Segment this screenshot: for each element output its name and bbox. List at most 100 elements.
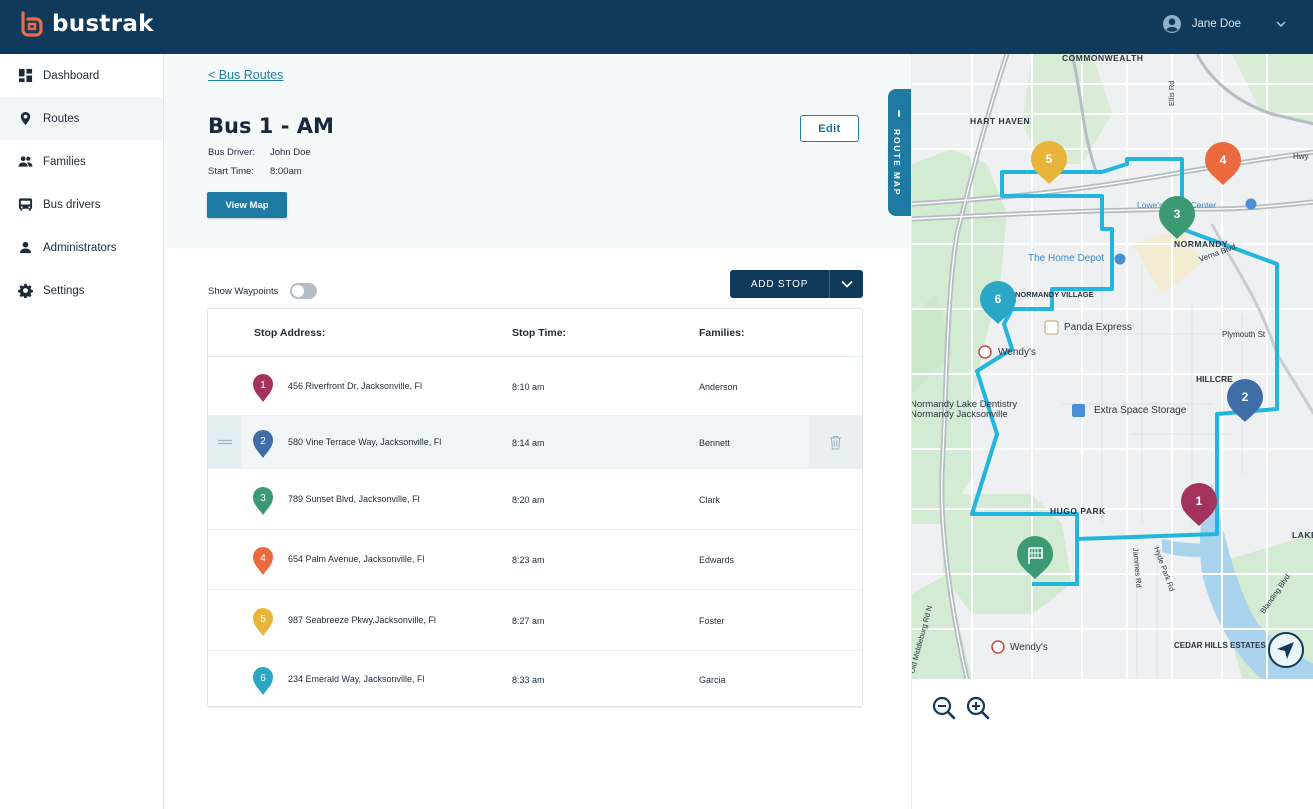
start-marker[interactable] — [1017, 536, 1053, 579]
location-pin-icon — [20, 111, 31, 126]
map-label: The Home Depot — [1028, 253, 1104, 264]
gear-icon — [18, 283, 33, 298]
stop-marker-icon: 3 — [253, 486, 273, 515]
map-stop-number: 5 — [1046, 152, 1053, 166]
drag-handle-icon[interactable] — [208, 416, 241, 468]
poi-icons — [978, 198, 1257, 654]
dashboard-icon — [18, 68, 33, 83]
map-label: CEDAR HILLS ESTATES — [1174, 641, 1266, 650]
map-stop-marker[interactable]: 6 — [980, 281, 1016, 324]
view-map-button[interactable]: View Map — [207, 192, 287, 218]
map-stop-marker[interactable]: 4 — [1205, 142, 1241, 185]
show-waypoints-toggle[interactable] — [290, 283, 318, 299]
navigation-arrow-icon — [1277, 642, 1294, 659]
sidebar-item-families[interactable]: Families — [0, 140, 163, 183]
route-line-start-segment — [1032, 539, 1079, 586]
person-icon — [19, 241, 32, 254]
map-stop-number: 2 — [1242, 390, 1249, 404]
stop-families: Edwards — [699, 555, 735, 565]
user-menu[interactable]: Jane Doe — [1162, 14, 1287, 34]
sidebar-item-label: Bus drivers — [43, 198, 101, 211]
stop-marker-icon: 4 — [253, 547, 273, 575]
zoom-out-button[interactable] — [931, 695, 957, 721]
table-row[interactable]: 5 987 Seabreeze Pkwy,Jacksonville, Fl 8:27… — [208, 590, 862, 651]
drag-handle-icon-glyph — [217, 439, 232, 445]
map-canvas[interactable]: COMMONWEALTH HART HAVEN NORMANDY Lowe's … — [912, 54, 1313, 679]
stops-table: Stop Address: Stop Time: Families: 1 456 … — [207, 308, 863, 708]
map-label: Wendy's — [1010, 642, 1048, 653]
table-header: Stop Address: Stop Time: Families: — [208, 309, 862, 357]
table-row[interactable]: 4 654 Palm Avenue, Jacksonville, Fl 8:23 a… — [208, 530, 862, 590]
route-map[interactable]: COMMONWEALTH HART HAVEN NORMANDY Lowe's … — [912, 54, 1313, 679]
map-stop-number: 1 — [1196, 494, 1203, 508]
map-label: HILLCRE — [1196, 374, 1233, 384]
map-stop-marker[interactable]: 1 — [1181, 483, 1217, 526]
sidebar-item-label: Routes — [43, 112, 80, 125]
stop-number: 5 — [260, 614, 266, 625]
route-map-tab[interactable]: ROUTE MAP — [888, 89, 911, 216]
stop-families: Garcia — [699, 674, 726, 685]
stop-number: 3 — [260, 493, 266, 504]
show-waypoints-label: Show Waypoints — [208, 285, 279, 297]
add-stop-button[interactable]: ADD STOP — [730, 270, 829, 298]
bus-driver-value: John Doe — [270, 147, 311, 158]
column-header-address: Stop Address: — [254, 327, 326, 339]
map-label: Ellis Rd — [1167, 81, 1176, 106]
table-row[interactable]: 1 456 Riverfront Dr, Jacksonville, Fl 8:10… — [208, 357, 862, 416]
map-stop-marker[interactable]: 3 — [1159, 196, 1195, 239]
stop-families: Anderson — [699, 381, 738, 392]
sidebar-item-administrators[interactable]: Administrators — [0, 226, 163, 269]
map-stop-number: 3 — [1174, 207, 1181, 221]
sidebar-item-settings[interactable]: Settings — [0, 269, 163, 312]
map-label: NORMANDY VILLAGE — [1015, 290, 1094, 299]
sidebar-item-label: Administrators — [43, 241, 117, 254]
map-stop-marker[interactable]: 2 — [1227, 379, 1263, 422]
user-name: Jane Doe — [1191, 18, 1241, 30]
start-time-label: Start Time: — [208, 166, 254, 177]
stop-families: Clark — [699, 494, 721, 505]
delete-stop-button[interactable] — [809, 416, 862, 468]
column-header-families: Families: — [699, 327, 745, 339]
map-pin-shape — [1181, 483, 1217, 526]
top-bar: bustrak Jane Doe — [0, 0, 1313, 54]
back-to-bus-routes-link[interactable]: < Bus Routes — [208, 68, 284, 82]
sidebar-item-bus-drivers[interactable]: Bus drivers — [0, 183, 163, 226]
edit-button[interactable]: Edit — [800, 115, 859, 142]
sidebar-item-dashboard[interactable]: Dashboard — [0, 54, 163, 97]
stop-time: 8:23 am — [512, 555, 545, 565]
table-row[interactable]: 6 234 Emerald Way, Jacksonville, Fl 8:33 a… — [208, 651, 862, 708]
stop-time: 8:33 am — [512, 674, 545, 685]
map-pin-shape — [1031, 141, 1067, 184]
table-row[interactable]: 3 789 Sunset Blvd, Jacksonville, Fl 8:20 a… — [208, 469, 862, 530]
add-stop-dropdown-button[interactable] — [829, 270, 863, 298]
map-label: HART HAVEN — [970, 116, 1030, 126]
sidebar-item-routes[interactable]: Routes — [0, 97, 163, 140]
map-stop-marker[interactable]: 5 — [1031, 141, 1067, 184]
chevron-down-icon — [840, 280, 853, 288]
table-row[interactable]: 2 580 Vine Terrace Way, Jacksonville, Fl 8… — [208, 416, 862, 469]
chevron-down-icon[interactable] — [1275, 18, 1287, 30]
map-panel: COMMONWEALTH HART HAVEN NORMANDY Lowe's … — [911, 54, 1313, 809]
map-pin-shape — [1227, 379, 1263, 422]
stop-address: 580 Vine Terrace Way, Jacksonville, Fl — [288, 436, 442, 447]
map-label: Normandy Jacksonville — [912, 409, 1008, 420]
app-logo[interactable]: bustrak — [18, 10, 154, 38]
map-pin-shape — [1205, 142, 1241, 185]
sidebar-item-label: Settings — [43, 284, 85, 297]
route-map-tab-label: ROUTE MAP — [892, 129, 902, 197]
start-time-value: 8:00am — [270, 166, 302, 177]
stop-time: 8:14 am — [512, 437, 545, 448]
map-label: HUGO PARK — [1050, 506, 1106, 516]
app-name: bustrak — [52, 11, 154, 37]
stop-address: 789 Sunset Blvd, Jacksonville, Fl — [288, 493, 420, 504]
map-stop-number: 4 — [1220, 153, 1227, 167]
my-location-button[interactable] — [1268, 632, 1304, 668]
map-label: COMMONWEALTH — [1062, 54, 1143, 63]
stop-number: 6 — [260, 673, 266, 684]
zoom-in-button[interactable] — [965, 695, 991, 721]
stop-marker-icon: 1 — [253, 373, 273, 402]
bus-driver-label: Bus Driver: — [208, 147, 255, 158]
stop-time: 8:10 am — [512, 381, 545, 392]
tab-grip — [898, 110, 900, 117]
map-label: Plymouth St — [1222, 330, 1266, 339]
